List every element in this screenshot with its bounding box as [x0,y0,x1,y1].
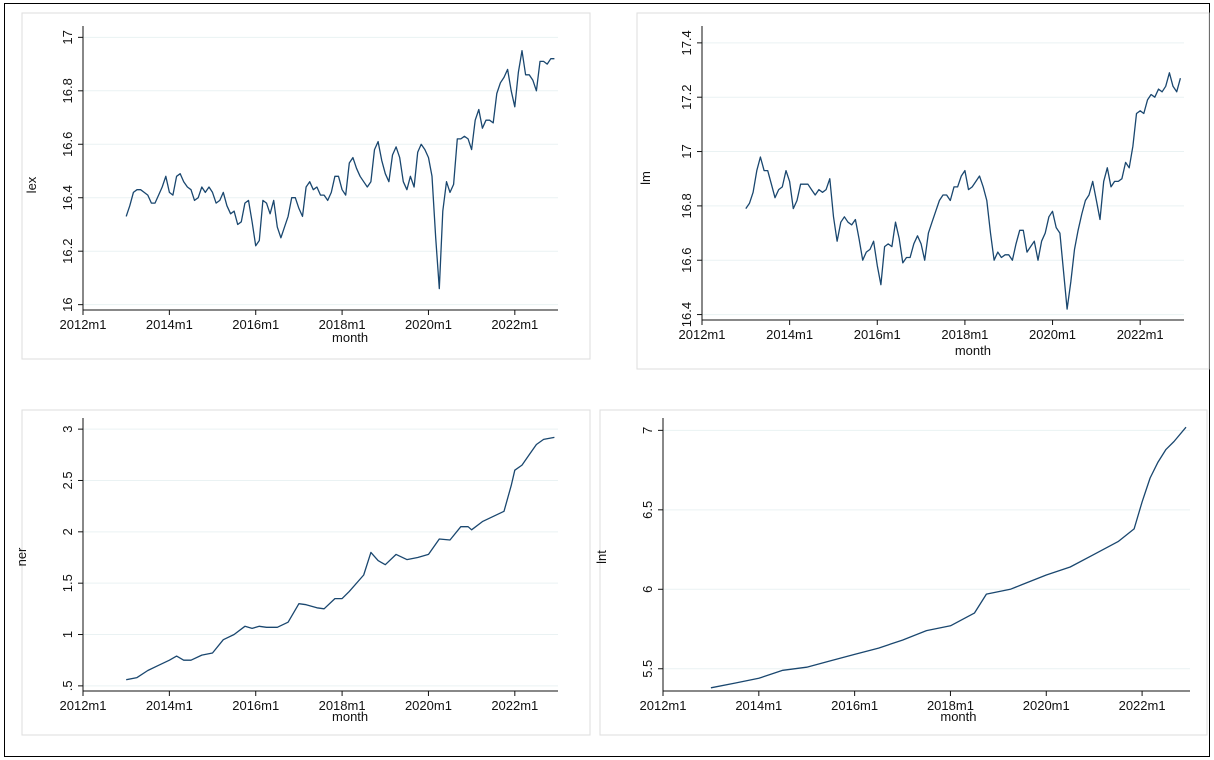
y-tick-label: 16.6 [60,132,75,157]
x-tick-label: 2020m1 [405,698,452,713]
panel-background [21,409,591,736]
y-tick-label: 16.8 [679,193,694,218]
x-tick-label: 2016m1 [831,698,878,713]
series-line [710,426,1187,689]
chart-panel-2: 16.4 16.6 16.8 17 17.2 17.4 2012m1 2014m1 2016m1… [636,12,1210,370]
y-tick-label: 5.5 [640,660,655,678]
x-tick-label: 2012m1 [640,698,687,713]
y-tick-label: 6.5 [640,501,655,519]
x-axis-label: month [332,709,368,724]
chart-panel-1: 16 16.2 16.4 16.6 16.8 17 2012m1 2014m1 2016m1 20… [21,12,591,360]
y-tick-label: 6 [640,586,655,593]
chart-panel-4: 5.5 6 6.5 7 2012m1 2014m1 2016m1 2018m1 2020m1 20… [594,409,1208,736]
y-tick-label: 16 [60,297,75,311]
x-tick-label: 2022m1 [1117,327,1164,342]
y-tick-label: 17.2 [679,85,694,110]
y-tick-label: 1 [60,631,75,638]
y-tick-label: 7 [640,427,655,434]
y-tick-label: 16.2 [60,239,75,264]
y-tick-label: .5 [60,680,75,691]
x-tick-label: 2020m1 [1029,327,1076,342]
x-tick-label: 2012m1 [60,698,107,713]
x-tick-label: 2018m1 [927,698,974,713]
x-tick-label: 2018m1 [319,317,366,332]
x-tick-label: 2016m1 [232,317,279,332]
series-line [125,50,555,290]
y-tick-label: 2 [60,528,75,535]
y-tick-label: 3 [60,426,75,433]
panel-background [636,12,1210,370]
panel-background [21,12,591,360]
x-axis-label: month [955,343,991,358]
x-tick-label: 2016m1 [232,698,279,713]
series-line [126,436,555,681]
x-tick-label: 2014m1 [735,698,782,713]
figure-frame [4,3,1210,757]
x-tick-label: 2016m1 [854,327,901,342]
y-tick-label: 1.5 [60,574,75,592]
y-tick-label: 16.8 [60,78,75,103]
y-axis-label: ner [14,547,29,566]
x-tick-label: 2014m1 [766,327,813,342]
y-tick-label: 16.4 [679,302,694,327]
series-line [745,72,1182,310]
x-tick-label: 2020m1 [405,317,452,332]
x-tick-label: 2022m1 [491,317,538,332]
x-tick-label: 2018m1 [941,327,988,342]
chart-panel-3: .5 1 1.5 2 2.5 3 2012m1 2014m1 2016m1 2018m1 2020m… [14,409,591,736]
panel-background [599,409,1208,736]
y-axis-label: lm [638,171,653,185]
x-tick-label: 2022m1 [491,698,538,713]
y-tick-label: 17.4 [679,30,694,55]
y-tick-label: 17 [679,144,694,158]
x-tick-label: 2014m1 [146,698,193,713]
x-tick-label: 2012m1 [60,317,107,332]
y-axis-label: lex [24,176,39,193]
x-tick-label: 2012m1 [679,327,726,342]
x-tick-label: 2022m1 [1119,698,1166,713]
x-axis-label: month [940,709,976,724]
y-tick-label: 17 [60,30,75,44]
x-tick-label: 2020m1 [1023,698,1070,713]
x-axis-label: month [332,330,368,345]
x-tick-label: 2014m1 [146,317,193,332]
x-tick-label: 2018m1 [319,698,366,713]
y-tick-label: 16.6 [679,248,694,273]
y-axis-label: lnt [594,550,609,564]
y-tick-label: 2.5 [60,471,75,489]
y-tick-label: 16.4 [60,185,75,210]
